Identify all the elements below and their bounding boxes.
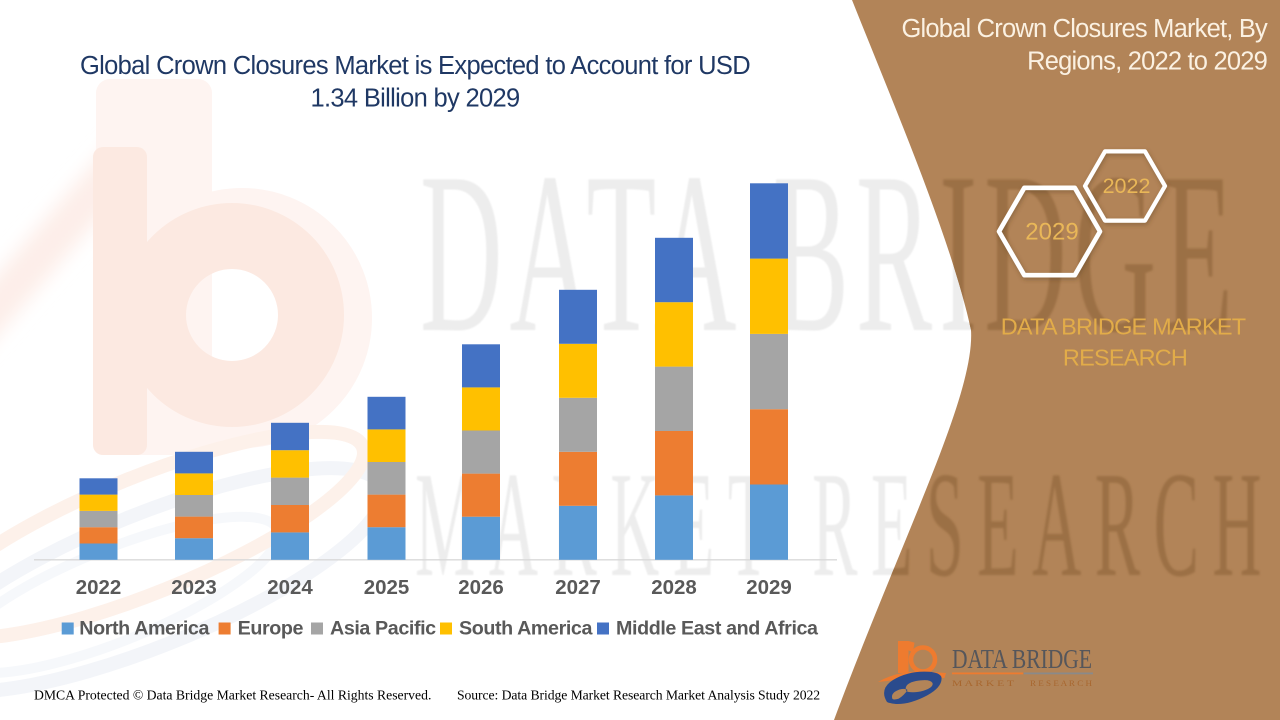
svg-text:DATA BRIDGE: DATA BRIDGE [952,643,1092,674]
svg-text:RESEARCH: RESEARCH [1063,345,1187,371]
svg-text:2029: 2029 [746,576,792,599]
svg-text:South America: South America [459,618,593,640]
svg-text:2029: 2029 [1025,219,1078,246]
svg-text:Source: Data Bridge Market Res: Source: Data Bridge Market Research Mark… [457,688,820,703]
svg-text:2024: 2024 [267,576,313,599]
svg-text:2026: 2026 [458,576,504,599]
svg-text:North America: North America [79,618,210,640]
svg-text:Europe: Europe [238,618,304,640]
svg-text:Global Crown Closures Market i: Global Crown Closures Market is Expected… [80,52,750,80]
svg-text:2027: 2027 [555,576,601,599]
svg-text:DATA BRIDGE MARKET: DATA BRIDGE MARKET [1001,314,1246,340]
svg-text:1.34 Billion by 2029: 1.34 Billion by 2029 [311,85,520,113]
svg-text:2028: 2028 [651,576,697,599]
svg-text:Global Crown Closures Market,: Global Crown Closures Market, By [901,15,1268,43]
svg-text:Asia Pacific: Asia Pacific [330,618,436,640]
svg-text:2023: 2023 [171,576,217,599]
svg-text:DMCA Protected © Data Bridge M: DMCA Protected © Data Bridge Market Rese… [34,688,431,703]
svg-text:2022: 2022 [1103,174,1151,198]
svg-text:M A R K E T: M A R K E T [952,679,1014,688]
svg-text:Regions, 2022 to 2029: Regions, 2022 to 2029 [1027,48,1267,76]
svg-text:2025: 2025 [364,576,410,599]
svg-text:Middle East and Africa: Middle East and Africa [616,618,819,640]
svg-text:R E S E A R C H: R E S E A R C H [1030,679,1092,688]
svg-text:2022: 2022 [76,576,122,599]
